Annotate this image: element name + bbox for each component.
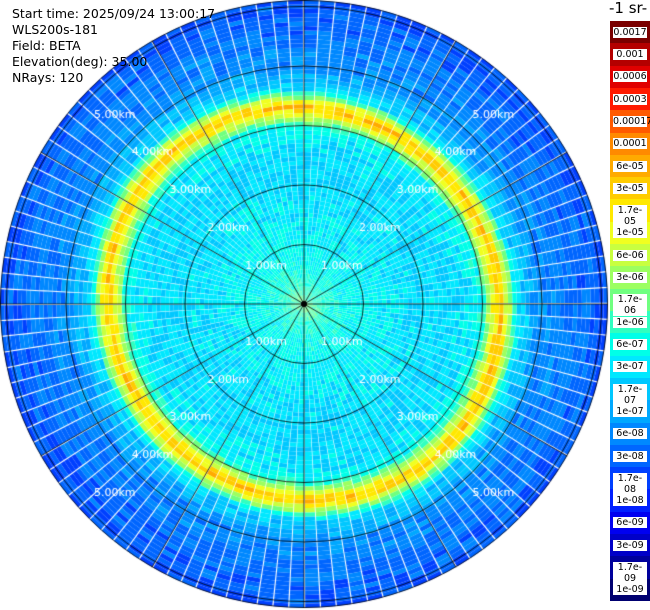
colorbar-tick-label: 1e-09	[613, 584, 647, 596]
field-label: Field: BETA	[12, 38, 81, 53]
colorbar-tick-label: 6e-08	[613, 428, 647, 440]
colorbar: 0.0017 0.001 0.0006 0.0003 0.00017 0.0001 6e-0…	[610, 21, 650, 602]
colorbar-tick-label: 3e-07	[613, 361, 647, 373]
colorbar-unit-label: -1 sr-	[609, 0, 648, 17]
elevation-label: Elevation(deg): 35.00	[12, 54, 148, 69]
colorbar-tick-label: 6e-09	[613, 517, 647, 529]
colorbar-tick-label: 1e-05	[613, 227, 647, 239]
colorbar-tick-label: 6e-07	[613, 338, 647, 350]
ppi-plot	[0, 0, 610, 610]
colorbar-tick-label: 3e-09	[613, 539, 647, 551]
colorbar-tick-label: 3e-05	[613, 182, 647, 194]
colorbar-tick-label: 1.7e-08	[613, 472, 647, 495]
colorbar-tick-label: 1.7e-09	[613, 562, 647, 585]
colorbar-tick-label: 6e-06	[613, 249, 647, 261]
colorbar-tick-label: 0.0006	[613, 71, 647, 83]
colorbar-tick-label: 1.7e-07	[613, 383, 647, 406]
colorbar-tick-label: 0.001	[613, 48, 647, 60]
instrument-label: WLS200s-181	[12, 22, 98, 37]
colorbar-tick-label: 0.00017	[613, 115, 650, 127]
colorbar-tick-label: 1e-08	[613, 495, 647, 507]
colorbar-tick-label: 1.7e-06	[613, 294, 647, 317]
nrays-label: NRays: 120	[12, 70, 84, 85]
colorbar-tick-label: 1.7e-05	[613, 205, 647, 228]
colorbar-tick-label: 0.0017	[613, 26, 647, 38]
colorbar-tick-label: 6e-05	[613, 160, 647, 172]
start-time-label: Start time: 2025/09/24 13:00:17	[12, 6, 216, 21]
colorbar-tick-label: 3e-06	[613, 272, 647, 284]
colorbar-tick-label: 1e-06	[613, 316, 647, 328]
colorbar-tick-label: 1e-07	[613, 405, 647, 417]
colorbar-tick-label: 0.0001	[613, 138, 647, 150]
colorbar-tick-label: 3e-08	[613, 450, 647, 462]
colorbar-tick-label: 0.0003	[613, 93, 647, 105]
